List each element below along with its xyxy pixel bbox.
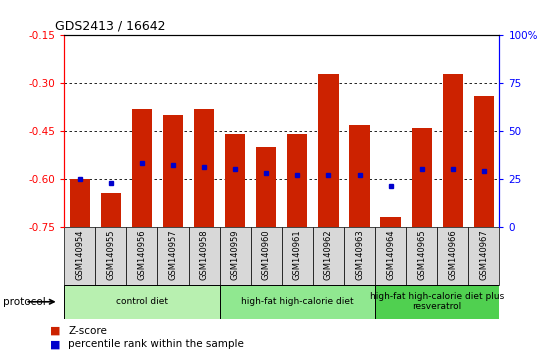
- Bar: [194, 109, 214, 227]
- Text: ■: ■: [50, 339, 61, 349]
- Bar: [468, 227, 499, 285]
- Bar: [287, 134, 307, 227]
- Bar: [220, 227, 251, 285]
- Bar: [375, 285, 499, 319]
- Text: GSM140963: GSM140963: [355, 229, 364, 280]
- Bar: [225, 134, 246, 227]
- Bar: [442, 74, 463, 227]
- Text: ■: ■: [50, 326, 61, 336]
- Bar: [126, 227, 157, 285]
- Text: percentile rank within the sample: percentile rank within the sample: [68, 339, 244, 349]
- Text: GSM140967: GSM140967: [479, 229, 488, 280]
- Bar: [375, 227, 406, 285]
- Bar: [256, 147, 276, 227]
- Bar: [132, 109, 152, 227]
- Text: GSM140960: GSM140960: [262, 229, 271, 280]
- Text: GSM140962: GSM140962: [324, 229, 333, 280]
- Text: GSM140964: GSM140964: [386, 229, 395, 280]
- Bar: [349, 125, 369, 227]
- Bar: [64, 227, 95, 285]
- Text: Z-score: Z-score: [68, 326, 107, 336]
- Text: control diet: control diet: [116, 297, 168, 306]
- Text: GSM140965: GSM140965: [417, 229, 426, 280]
- Bar: [344, 227, 375, 285]
- Text: GSM140957: GSM140957: [169, 229, 177, 280]
- Bar: [282, 227, 313, 285]
- Bar: [437, 227, 468, 285]
- Text: GSM140954: GSM140954: [75, 229, 84, 280]
- Bar: [313, 227, 344, 285]
- Bar: [64, 285, 220, 319]
- Text: GSM140966: GSM140966: [448, 229, 457, 280]
- Text: GSM140955: GSM140955: [107, 229, 116, 280]
- Text: protocol: protocol: [3, 297, 46, 307]
- Bar: [163, 115, 183, 227]
- Bar: [412, 128, 432, 227]
- Text: GDS2413 / 16642: GDS2413 / 16642: [55, 20, 166, 33]
- Bar: [95, 227, 126, 285]
- Bar: [189, 227, 220, 285]
- Bar: [381, 217, 401, 227]
- Bar: [406, 227, 437, 285]
- Bar: [100, 193, 121, 227]
- Text: high-fat high-calorie diet: high-fat high-calorie diet: [241, 297, 354, 306]
- Text: GSM140961: GSM140961: [293, 229, 302, 280]
- Bar: [70, 179, 90, 227]
- Text: high-fat high-calorie diet plus
resveratrol: high-fat high-calorie diet plus resverat…: [370, 292, 504, 312]
- Bar: [157, 227, 189, 285]
- Bar: [474, 96, 494, 227]
- Text: GSM140956: GSM140956: [137, 229, 146, 280]
- Text: GSM140958: GSM140958: [200, 229, 209, 280]
- Text: GSM140959: GSM140959: [230, 229, 239, 280]
- Bar: [251, 227, 282, 285]
- Bar: [220, 285, 375, 319]
- Bar: [318, 74, 339, 227]
